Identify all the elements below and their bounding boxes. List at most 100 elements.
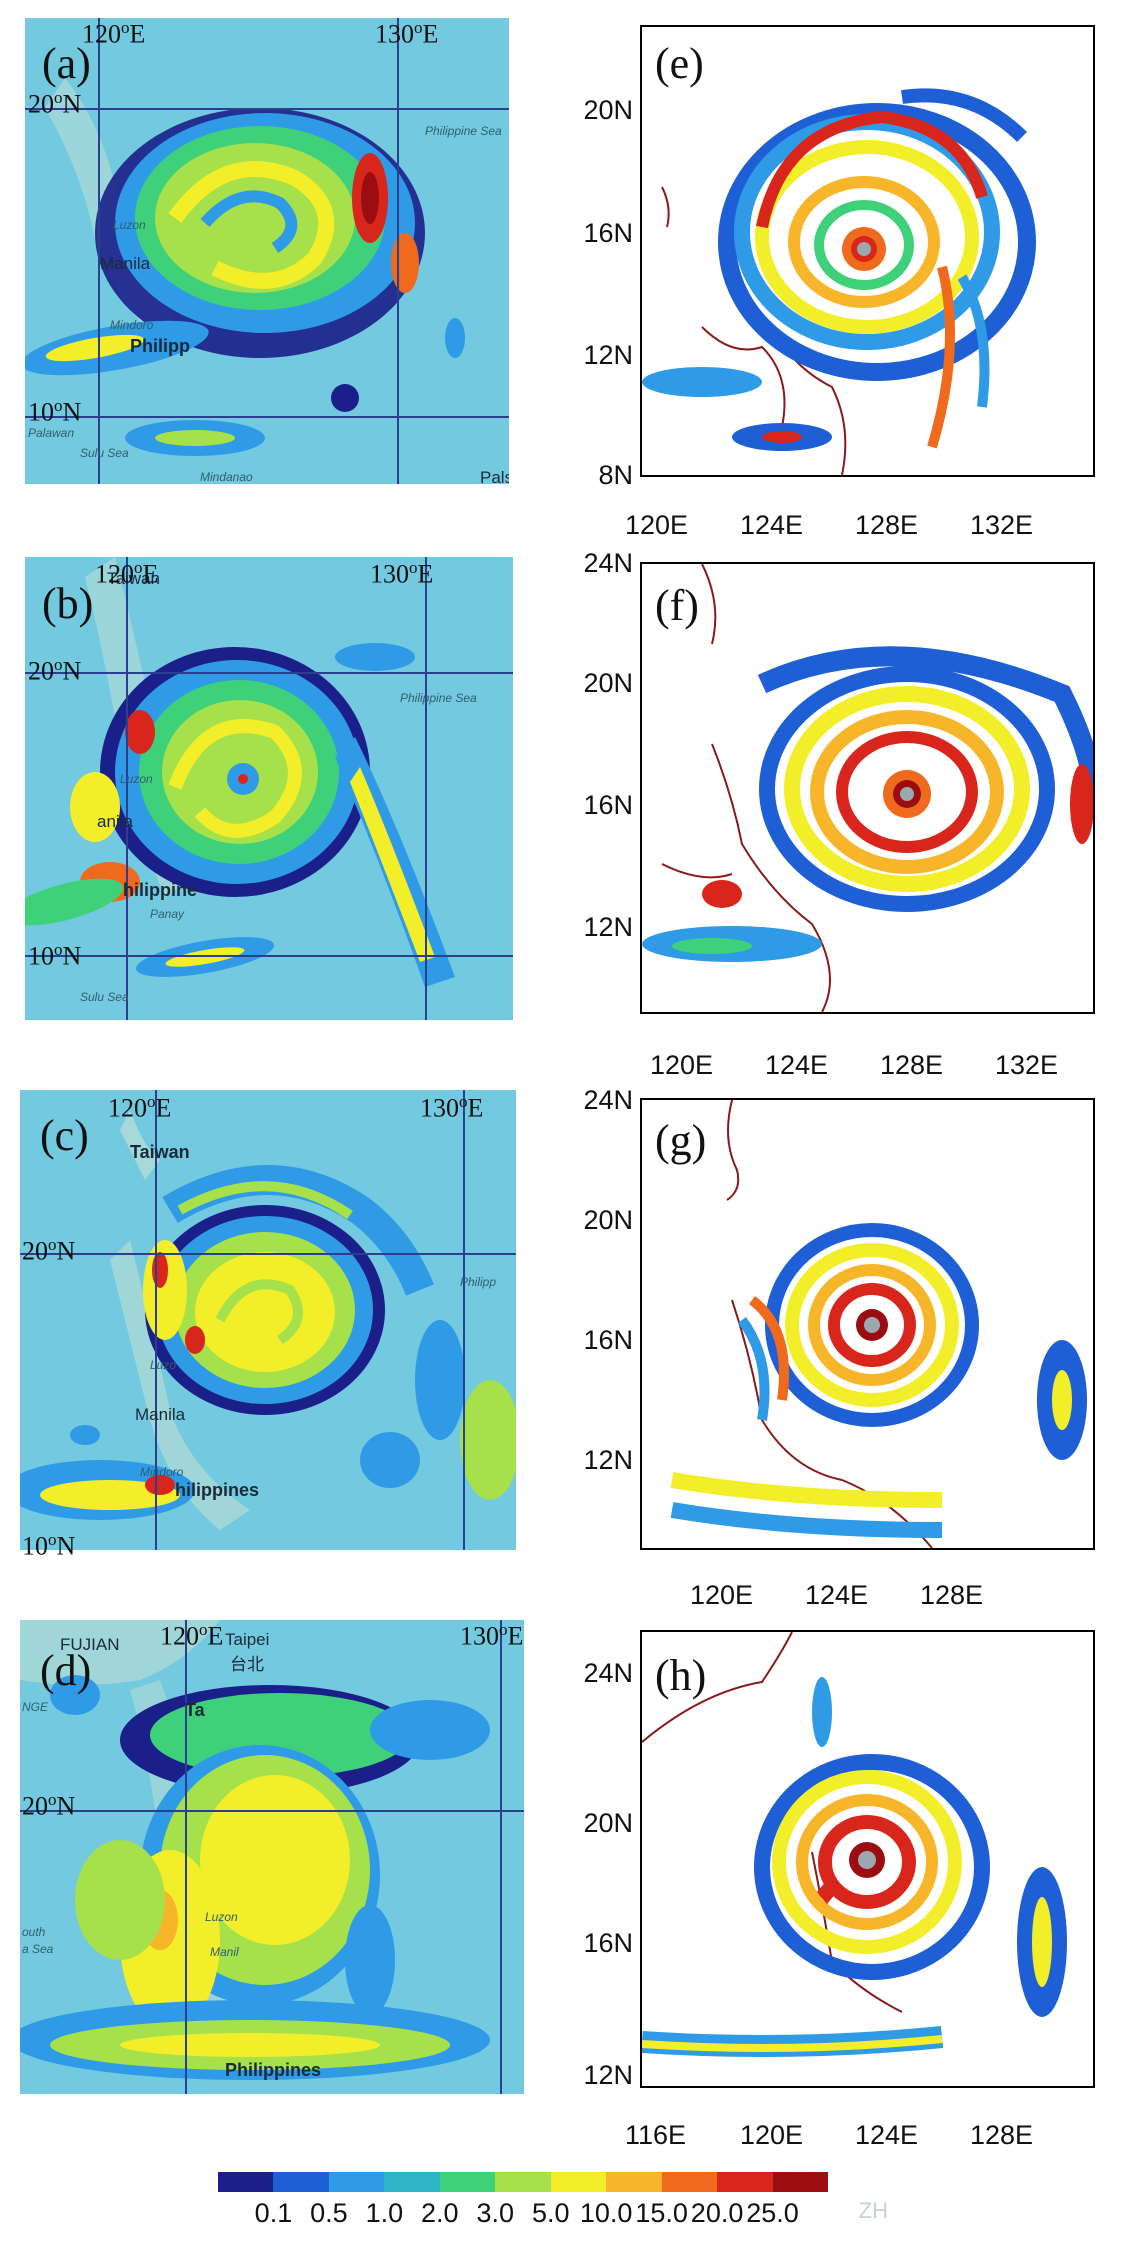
lat-label-10n-a: 10oN: [28, 396, 82, 427]
colorbar-label: 25.0: [746, 2198, 799, 2228]
colorbar-swatch: [273, 2172, 330, 2192]
ytick-e-3: 8N: [598, 460, 633, 490]
xtick-g-0: 120E: [690, 1580, 754, 1610]
gridline-20n: [25, 672, 513, 674]
xtick-f-2: 128E: [880, 1050, 944, 1080]
colorbar-swatch: [717, 2172, 774, 2192]
place-manila: Manil: [210, 1945, 239, 1959]
xtick-h-2: 124E: [855, 2120, 919, 2150]
lon-label-130e-c: 130oE: [420, 1092, 484, 1123]
ytick-f-2: 16N: [583, 790, 633, 820]
place-taiwan: Ta: [185, 1700, 205, 1720]
place-manila: anila: [97, 812, 133, 831]
ytick-f-1: 20N: [583, 668, 633, 698]
place-taipei: Taipei: [225, 1630, 270, 1649]
colorbar-swatch: [384, 2172, 441, 2192]
place-palawan: Palawan: [28, 426, 75, 440]
place-sea: a Sea: [22, 1942, 54, 1956]
xtick-g-1: 124E: [805, 1580, 869, 1610]
lat-label-20n-d: 20oN: [22, 1790, 76, 1821]
place-mindoro: Mindoro: [140, 1465, 184, 1479]
colorbar-swatch: [328, 2172, 385, 2192]
panel-label-a: (a): [42, 39, 91, 88]
ytick-f-3: 12N: [583, 912, 633, 942]
place-mindanao: Mindanao: [200, 470, 253, 484]
place-luzon: Luzon: [120, 772, 153, 786]
ytick-g-1: 20N: [583, 1205, 633, 1235]
place-philippines: Philippines: [225, 2060, 322, 2080]
simulation-panel-h: [640, 1630, 1095, 2088]
gridline-120e: [185, 1620, 187, 2094]
rainfall-map-c: [20, 1110, 516, 1530]
lon-label-130e-a: 130oE: [375, 18, 439, 49]
place-philippine-sea: Philippine Sea: [400, 691, 477, 705]
lon-label-130e-d: 130oE: [460, 1620, 524, 1651]
place-luzon: Luzon: [205, 1910, 238, 1924]
place-taipei-cn: 台北: [230, 1655, 264, 1674]
lon-label-120e-c: 120oE: [108, 1092, 172, 1123]
place-manila: Manila: [100, 254, 151, 273]
lon-label-130e-b: 130oE: [370, 558, 434, 589]
xtick-e-2: 128E: [855, 510, 919, 540]
lon-label-120e-b: 120oE: [95, 558, 159, 589]
gridline-130e: [463, 1090, 465, 1550]
ytick-e-1: 16N: [583, 218, 633, 248]
satellite-panel-b: Taiwan Philippine Sea Luzon anila hilipp…: [25, 557, 513, 1020]
colorbar-swatch: [439, 2172, 496, 2192]
place-philippines: hilippine: [123, 880, 197, 900]
colorbar-swatch: [606, 2172, 663, 2192]
xtick-f-3: 132E: [995, 1050, 1059, 1080]
gridline-120e: [126, 557, 128, 1020]
lat-label-20n-b: 20oN: [28, 655, 82, 686]
gridline-130e: [425, 557, 427, 1020]
panel-label-g: (g): [655, 1116, 707, 1165]
xtick-f-0: 120E: [650, 1050, 714, 1080]
xtick-h-3: 128E: [970, 2120, 1034, 2150]
lat-label-20n-c: 20oN: [22, 1235, 76, 1266]
place-manila: Manila: [135, 1405, 186, 1424]
rainfall-map-f: [642, 564, 1093, 1012]
place-luzon: Luzo: [150, 1358, 177, 1372]
colorbar-label: 10.0: [579, 2198, 633, 2228]
colorbar-label: 3.0: [476, 2198, 515, 2228]
xtick-f-1: 124E: [765, 1050, 829, 1080]
place-philippines: Philipp: [130, 336, 190, 356]
xtick-h-1: 120E: [740, 2120, 804, 2150]
place-luzon: Luzon: [113, 218, 146, 232]
panel-label-f: (f): [655, 581, 699, 630]
ytick-e-2: 12N: [583, 340, 633, 370]
colorbar-swatch: [772, 2172, 829, 2192]
rainfall-map-d: [20, 1620, 490, 2080]
place-south: outh: [22, 1925, 46, 1939]
colorbar-swatch: [661, 2172, 718, 2192]
colorbar-swatch: [550, 2172, 607, 2192]
colorbar-swatch: [218, 2172, 274, 2192]
ytick-e-0: 20N: [583, 95, 633, 125]
colorbar-label: 2.0: [421, 2198, 459, 2228]
xtick-e-3: 132E: [970, 510, 1034, 540]
rainfall-map-g: [670, 1100, 1087, 1548]
xtick-h-0: 116E: [625, 2120, 687, 2150]
place-philippines: hilippines: [175, 1480, 260, 1500]
satellite-panel-c: Taiwan Philipp Luzo Manila Mindoro hilip…: [20, 1090, 516, 1550]
ytick-g-2: 16N: [583, 1325, 633, 1355]
gridline-10n: [25, 955, 513, 957]
lon-label-120e-d: 120oE: [160, 1620, 224, 1651]
place-sulu-sea: Sulu Sea: [80, 446, 129, 460]
lon-label-120e-a: 120oE: [82, 18, 146, 49]
place-taiwan: Taiwan: [130, 1142, 190, 1162]
simulation-panel-e: [640, 25, 1095, 477]
panel-label-d: (d): [40, 1646, 92, 1695]
place-mindoro: Mindoro: [110, 318, 154, 332]
simulation-panel-f: [640, 562, 1095, 1014]
place-pals: Pals: [480, 468, 509, 484]
gridline-130e: [500, 1620, 502, 2094]
rainfall-map-b: [25, 557, 455, 987]
satellite-panel-a: Philippine Sea Luzon Manila Mindoro Phil…: [25, 18, 509, 484]
xtick-g-2: 128E: [920, 1580, 984, 1610]
panel-label-c: (c): [40, 1111, 89, 1160]
panel-label-e: (e): [655, 39, 704, 88]
gridline-130e: [397, 18, 399, 484]
place-fujian: FUJIAN: [60, 1635, 120, 1654]
gridline-20n: [25, 108, 509, 110]
